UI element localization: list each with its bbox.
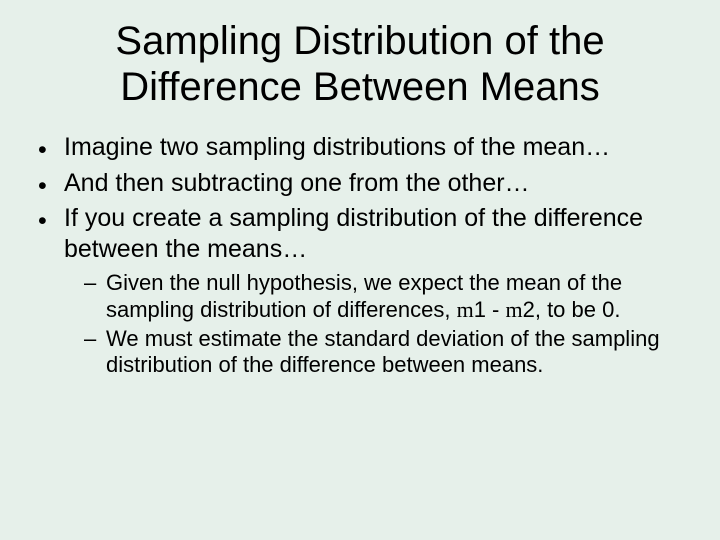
dash-icon: – (84, 326, 106, 380)
sub-bullet-item: – Given the null hypothesis, we expect t… (84, 270, 682, 324)
sub-bullet-item: – We must estimate the standard deviatio… (84, 326, 682, 380)
mu-symbol: m (505, 297, 522, 322)
slide: Sampling Distribution of the Difference … (0, 0, 720, 540)
bullet-text: If you create a sampling distribution of… (64, 203, 682, 264)
sub-bullet-text: We must estimate the standard deviation … (106, 326, 682, 380)
bullet-item: • And then subtracting one from the othe… (38, 168, 682, 202)
bullet-text: And then subtracting one from the other… (64, 168, 682, 202)
bullet-icon: • (38, 203, 64, 264)
sub-bullet-text: Given the null hypothesis, we expect the… (106, 270, 682, 324)
mu-symbol: m (457, 297, 474, 322)
title-line-2: Difference Between Means (120, 65, 600, 109)
title-line-1: Sampling Distribution of the (115, 19, 604, 63)
sub-text-mid2: 2, to be 0. (523, 297, 621, 322)
dash-icon: – (84, 270, 106, 324)
bullet-list: • Imagine two sampling distributions of … (0, 132, 720, 264)
bullet-text: Imagine two sampling distributions of th… (64, 132, 682, 166)
bullet-icon: • (38, 168, 64, 202)
bullet-item: • Imagine two sampling distributions of … (38, 132, 682, 166)
sub-bullet-list: – Given the null hypothesis, we expect t… (0, 270, 720, 379)
slide-title: Sampling Distribution of the Difference … (40, 18, 680, 110)
bullet-icon: • (38, 132, 64, 166)
sub-text-mid1: 1 - (474, 297, 506, 322)
bullet-item: • If you create a sampling distribution … (38, 203, 682, 264)
sub-text-pre: We must estimate the standard deviation … (106, 326, 660, 378)
